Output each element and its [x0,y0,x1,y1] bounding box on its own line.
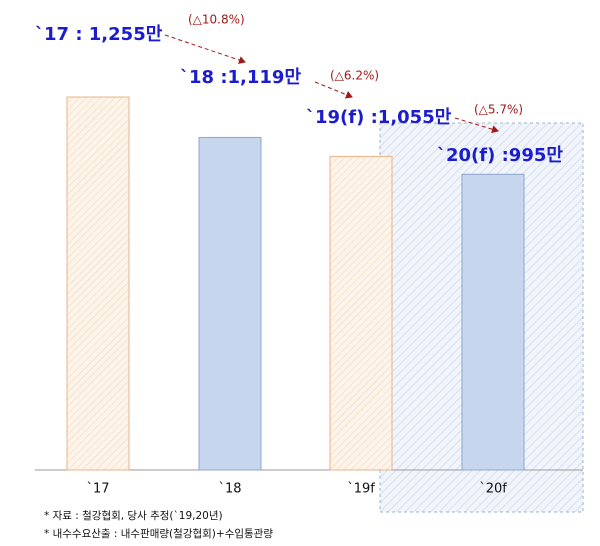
arrow [454,117,499,134]
x-tick-label: `18 [218,482,241,497]
change-annotation: (△6.2%) [330,69,379,83]
x-tick-label: `19f [347,482,375,497]
footnote: * 내수수요산출 : 내수판매량(철강협회)+수입통관량 [44,527,273,540]
bar [329,155,393,471]
x-tick-label: `20f [479,482,507,497]
arrow [164,34,246,64]
value-label: `18 :1,119만 [180,67,301,88]
bar [66,96,130,471]
change-annotation: (△5.7%) [474,103,523,117]
value-label: `19(f) :1,055만 [306,107,452,128]
x-tick-label: `17 [86,482,109,497]
arrow [314,81,353,99]
value-label: `17 : 1,255만 [35,24,163,45]
value-label: `20(f) :995만 [437,145,563,166]
footnote: * 자료 : 철강협회, 당사 추정(`19,20년) [44,509,223,522]
bar [198,136,262,471]
bar [461,173,525,471]
change-annotation: (△10.8%) [188,13,245,27]
